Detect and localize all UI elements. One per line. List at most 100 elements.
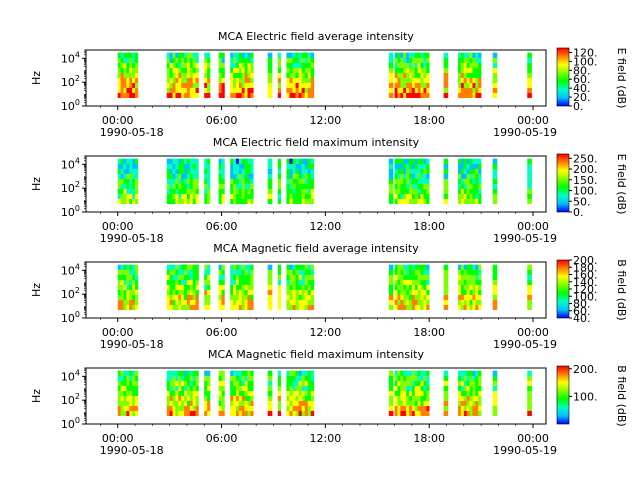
spectrogram-cell (132, 400, 136, 406)
spectrogram-cell (443, 72, 449, 78)
spectrogram-cell (166, 279, 170, 285)
spectrogram-cell (204, 370, 208, 376)
spectrogram-cell (189, 178, 193, 184)
spectrogram-cell (277, 269, 281, 275)
y-tick-exponent: 0 (75, 416, 80, 425)
spectrogram-cell (286, 72, 290, 78)
spectrogram-cell (420, 57, 424, 63)
spectrogram-cell (463, 299, 467, 305)
spectrogram-cell (277, 410, 281, 416)
spectrogram-cell (123, 62, 127, 68)
spectrogram-cell (132, 77, 136, 83)
spectrogram-cell (267, 304, 273, 310)
spectrogram-cell (469, 400, 473, 406)
spectrogram-cell (189, 52, 193, 58)
spectrogram-cell (411, 92, 416, 98)
spectrogram-cell (492, 405, 498, 411)
spectrogram-cell (492, 370, 498, 376)
spectrogram-cell (307, 395, 312, 401)
spectrogram-cell (286, 92, 290, 98)
spectrogram-cell (186, 264, 191, 270)
spectrogram-cell (204, 87, 208, 93)
spectrogram-cell (184, 410, 188, 416)
spectrogram-cell (218, 390, 222, 396)
y-tick-exponent: 2 (75, 74, 80, 83)
spectrogram-cell (135, 269, 139, 275)
spectrogram-cell (289, 163, 293, 169)
spectrogram-cell (186, 385, 191, 391)
spectrogram-cell (181, 395, 185, 401)
spectrogram-cell (235, 375, 240, 381)
spectrogram-cell (492, 168, 498, 174)
spectrogram-cell (189, 279, 193, 285)
spectrogram-cell (178, 52, 182, 58)
spectrogram-cell (289, 284, 293, 290)
spectrogram-cell (207, 82, 211, 88)
spectrogram-cell (406, 375, 410, 381)
axes-frame (85, 49, 547, 107)
spectrogram-cell (233, 390, 237, 396)
spectrogram-cell (472, 188, 476, 194)
spectrogram-cell (207, 410, 211, 416)
spectrogram-cell (289, 405, 293, 411)
spectrogram-cell (286, 52, 290, 58)
spectrogram-cell (267, 163, 273, 169)
spectrogram-cell (207, 284, 211, 290)
spectrogram-cell (230, 92, 234, 98)
spectrogram-cell (527, 370, 532, 376)
spectrogram-cell (292, 57, 296, 63)
spectrogram-cell (267, 57, 273, 63)
spectrogram-cell (135, 173, 139, 179)
spectrogram-cell (169, 82, 173, 88)
spectrogram-cell (218, 82, 222, 88)
spectrogram-cell (458, 274, 462, 280)
spectrogram-cell (388, 264, 394, 270)
spectrogram-cell (230, 52, 234, 58)
spectrogram-cell (492, 264, 498, 270)
spectrogram-cell (458, 289, 462, 295)
spectrogram-cell (189, 264, 193, 270)
spectrogram-cell (298, 158, 302, 164)
spectrogram-cell (189, 304, 193, 310)
spectrogram-cell (307, 375, 312, 381)
spectrogram-cell (304, 72, 309, 78)
spectrogram-cell (420, 178, 424, 184)
spectrogram-cell (527, 299, 532, 305)
spectrogram-cell (298, 264, 302, 270)
spectrogram-cell (238, 52, 243, 58)
spectrogram-cell (135, 284, 139, 290)
spectrogram-cell (423, 193, 427, 199)
spectrogram-cell (426, 193, 430, 199)
spectrogram-cell (178, 173, 182, 179)
spectrogram-cell (411, 188, 416, 194)
spectrogram-cell (186, 274, 191, 280)
spectrogram-cell (244, 269, 248, 275)
spectrogram-cell (411, 400, 416, 406)
spectrogram-cell (307, 279, 312, 285)
spectrogram-cell (298, 178, 302, 184)
spectrogram-cell (184, 188, 188, 194)
spectrogram-cell (466, 390, 470, 396)
spectrogram-cell (443, 77, 449, 83)
spectrogram-cell (394, 400, 398, 406)
spectrogram-cell (129, 193, 133, 199)
spectrogram-cell (466, 168, 470, 174)
spectrogram-cell (221, 72, 225, 78)
spectrogram-cell (186, 62, 191, 68)
spectrogram-cell (132, 183, 136, 189)
spectrogram-cell (117, 87, 121, 93)
spectrogram-cell (420, 52, 424, 58)
chart-title: MCA Magnetic field maximum intensity (208, 348, 424, 361)
spectrogram-cell (400, 183, 404, 189)
spectrogram-cell (492, 193, 498, 199)
colorbar-frame (556, 365, 570, 425)
spectrogram-cell (207, 294, 211, 300)
spectrogram-cell (195, 375, 199, 381)
spectrogram-cell (475, 178, 479, 184)
spectrogram-cell (247, 72, 251, 78)
spectrogram-cell (307, 173, 312, 179)
spectrogram-cell (244, 370, 248, 376)
spectrogram-cell (172, 410, 176, 416)
spectrogram-cell (472, 385, 476, 391)
spectrogram-cell (388, 77, 394, 83)
